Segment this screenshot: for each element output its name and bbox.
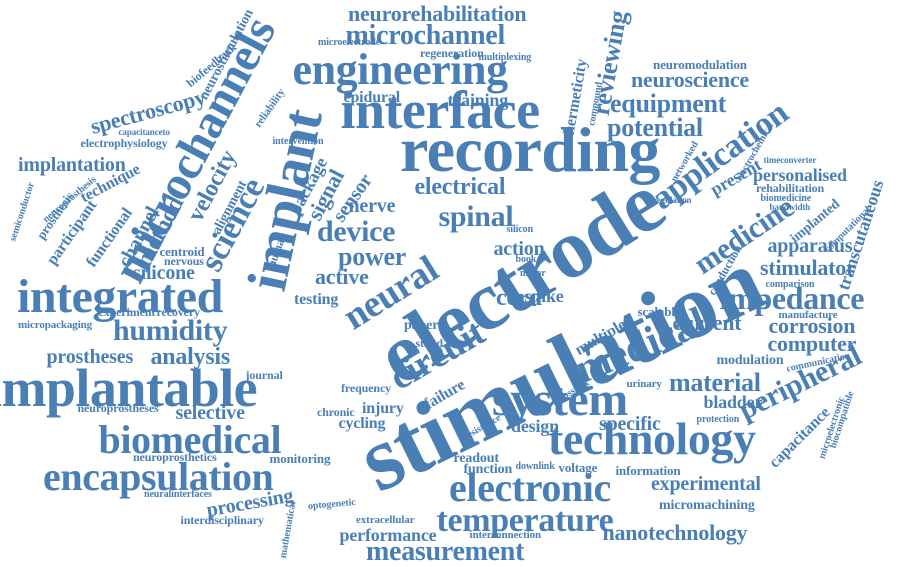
word-experiment: experiment <box>99 306 156 318</box>
word-frequency: frequency <box>341 382 391 394</box>
word-silicon: silicon <box>507 225 534 235</box>
word-neuroprostheses: neuroprostheses <box>78 402 159 414</box>
word-nervous: nervous <box>164 255 204 267</box>
word-motor: motor <box>520 269 546 279</box>
word-spike: spike <box>525 287 564 305</box>
word-journal: journal <box>246 369 283 381</box>
word-downlink: downlink <box>516 462 555 472</box>
word-modulation: modulation <box>717 354 784 368</box>
word-regeneration: regeneration <box>420 47 484 59</box>
word-humidity: humidity <box>113 316 227 346</box>
word-bladder: bladder <box>704 393 763 411</box>
word-information: information <box>616 464 681 477</box>
word-timeconverter: timeconverter <box>764 156 817 165</box>
word-regulation: regulation <box>653 196 691 205</box>
word-electrical: electrical <box>415 175 506 199</box>
word-multiplexing: multiplexing <box>479 53 532 63</box>
word-specific: specific <box>599 414 661 434</box>
word-stand: stand <box>416 337 443 349</box>
word-semiconductor: semiconductor <box>8 181 37 243</box>
word-prostheses: prostheses <box>47 347 134 367</box>
word-scalable: scalable <box>638 305 681 318</box>
word-neuralinterfaces: neuralinterfaces <box>144 490 212 500</box>
word-book: book <box>516 255 537 265</box>
word-protection: protection <box>697 415 740 425</box>
word-performance: performance <box>340 526 437 544</box>
word-bandwidth: bandwidth <box>770 203 811 212</box>
word-active: active <box>315 266 369 288</box>
word-analysis: analysis <box>151 345 230 369</box>
word-mathematical: mathematical <box>278 501 298 559</box>
word-neuromodulation: neuromodulation <box>653 58 747 71</box>
word-voltage: voltage <box>559 461 598 474</box>
word-implantation: implantation <box>18 155 126 175</box>
word-design: design <box>511 417 559 435</box>
word-neuroprosthetics: neuroprosthetics <box>133 451 217 463</box>
word-comparison: comparison <box>766 280 815 290</box>
word-function: function <box>464 463 513 477</box>
word-micromachining: micromachining <box>659 499 755 513</box>
word-recovery: recovery <box>157 306 200 318</box>
word-capacitanceto: capacitanceto <box>119 128 170 137</box>
word-micropackaging: micropackaging <box>18 320 92 331</box>
word-interdisciplinary: interdisciplinary <box>181 514 264 526</box>
word-microelectrode: microelectrode <box>318 38 380 48</box>
word-intervention: intervention <box>273 137 324 147</box>
word-chronic: chronic <box>317 406 355 418</box>
word-epidural: epidural <box>344 90 401 106</box>
word-selective: selective <box>176 403 245 423</box>
word-electrophysiology: electrophysiology <box>81 137 168 149</box>
word-spinal: spinal <box>439 202 514 232</box>
word-nerve: nerve <box>349 196 396 216</box>
word-extracellular: extracellular <box>356 515 414 526</box>
word-current: current <box>673 312 742 334</box>
word-optogenetic: optogenetic <box>308 498 356 512</box>
word-urinary: urinary <box>627 379 662 390</box>
word-training: training <box>448 91 509 109</box>
word-nanotechnology: nanotechnology <box>603 522 748 544</box>
word-interconnection: interconnection <box>470 530 541 541</box>
word-potential: potential <box>607 115 703 141</box>
word-testing: testing <box>294 292 338 308</box>
word-monitoring: monitoring <box>270 452 331 465</box>
word-paper: paper <box>404 319 438 333</box>
word-manufacture: manufacture <box>779 310 838 321</box>
word-neuroscience: neuroscience <box>631 69 749 91</box>
